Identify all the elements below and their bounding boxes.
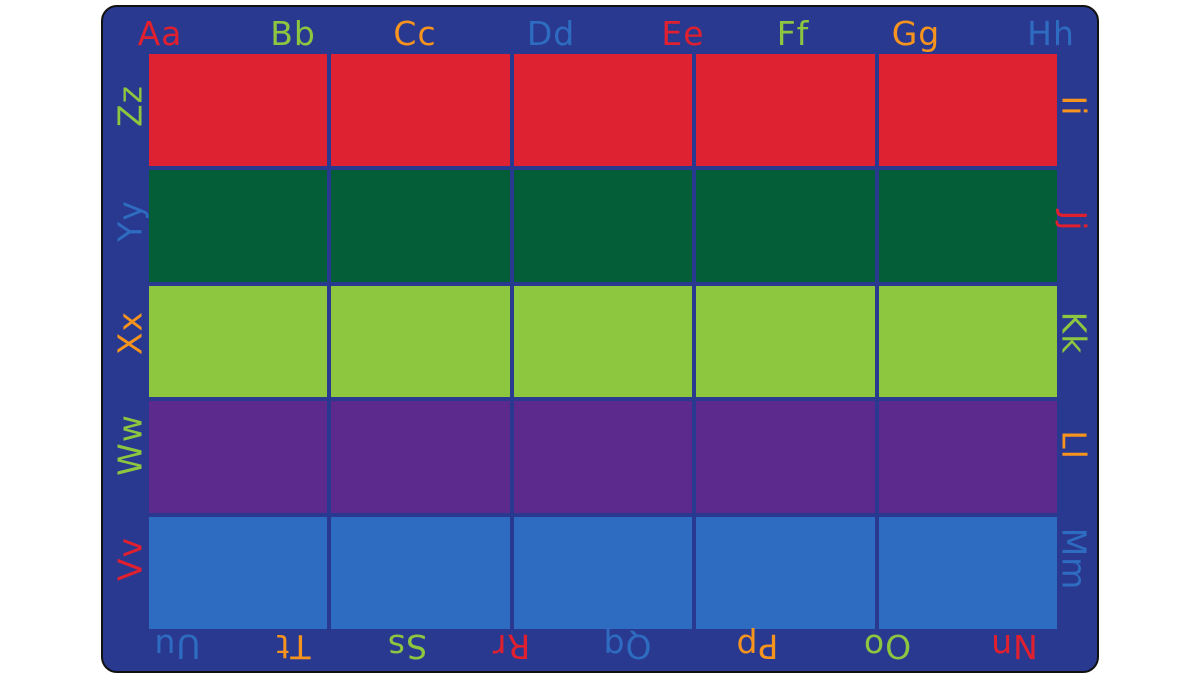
letter-right: Kk bbox=[1054, 311, 1094, 355]
letter-bottom: Oo bbox=[862, 627, 912, 666]
color-block bbox=[331, 169, 510, 282]
letter-top: Ff bbox=[776, 14, 810, 53]
letter-top: Ee bbox=[661, 14, 705, 53]
letter-left: Zz bbox=[110, 85, 150, 127]
color-block bbox=[696, 401, 875, 514]
color-block bbox=[149, 401, 328, 514]
color-block bbox=[149, 169, 328, 282]
letter-right: Mm bbox=[1054, 527, 1094, 591]
color-block bbox=[513, 517, 693, 629]
color-block bbox=[878, 401, 1057, 514]
color-block bbox=[696, 285, 875, 398]
letter-right: Jj bbox=[1054, 210, 1094, 232]
letter-top: Cc bbox=[393, 14, 437, 53]
color-block-grid bbox=[149, 54, 1057, 629]
letter-bottom: Pp bbox=[735, 627, 779, 666]
letter-right: Ll bbox=[1054, 430, 1094, 460]
letter-left: Ww bbox=[110, 414, 150, 476]
letter-top: Dd bbox=[526, 14, 576, 53]
color-block bbox=[513, 54, 693, 166]
letter-right: Ii bbox=[1054, 95, 1094, 117]
letter-bottom: Nn bbox=[990, 627, 1038, 666]
letter-bottom: Uu bbox=[153, 627, 201, 666]
color-block bbox=[696, 169, 875, 282]
letter-top: Gg bbox=[891, 14, 941, 53]
color-block bbox=[149, 54, 328, 166]
color-block bbox=[696, 54, 875, 166]
color-block bbox=[513, 285, 693, 398]
color-block bbox=[149, 517, 328, 629]
letter-bottom: Ss bbox=[386, 627, 428, 666]
letter-left: Xx bbox=[110, 310, 150, 356]
letter-left: Vv bbox=[110, 536, 150, 582]
color-block bbox=[878, 54, 1057, 166]
color-block bbox=[513, 169, 693, 282]
letter-bottom: Rr bbox=[491, 627, 531, 666]
color-block bbox=[878, 285, 1057, 398]
color-block bbox=[149, 285, 328, 398]
letter-bottom: Qq bbox=[602, 627, 652, 666]
color-block bbox=[878, 169, 1057, 282]
color-block bbox=[331, 401, 510, 514]
letter-top: Hh bbox=[1027, 14, 1075, 53]
color-block bbox=[331, 285, 510, 398]
letter-left: Yy bbox=[110, 200, 150, 242]
color-block bbox=[331, 517, 510, 629]
color-block bbox=[696, 517, 875, 629]
color-block bbox=[878, 517, 1057, 629]
color-block bbox=[331, 54, 510, 166]
alphabet-color-rug: Aa Bb Cc Dd Ee Ff Gg Hh Uu Tt Ss Rr Qq Pp Oo Nn Zz Yy Xx Ww… bbox=[101, 5, 1099, 673]
color-block bbox=[513, 401, 693, 514]
letter-top: Aa bbox=[137, 14, 183, 53]
letter-bottom: Tt bbox=[275, 627, 311, 666]
letter-top: Bb bbox=[270, 14, 316, 53]
